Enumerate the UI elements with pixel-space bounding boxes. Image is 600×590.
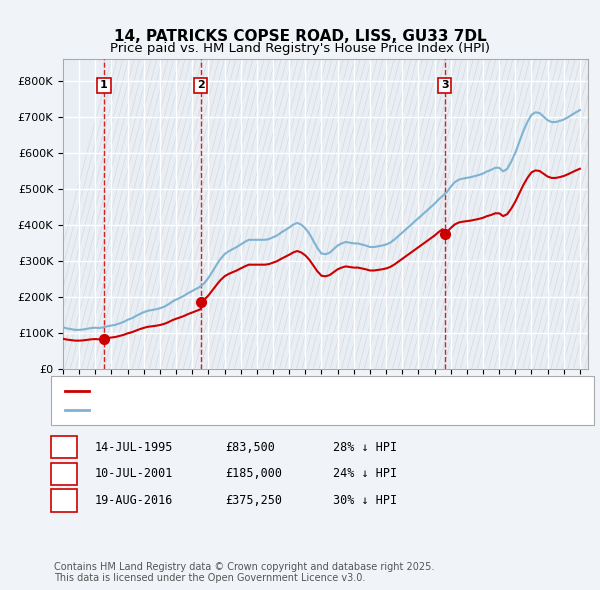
- Text: 1: 1: [100, 80, 108, 90]
- Text: 1: 1: [59, 441, 68, 454]
- Text: 2: 2: [197, 80, 205, 90]
- Text: 3: 3: [441, 80, 449, 90]
- Text: 14, PATRICKS COPSE ROAD, LISS, GU33 7DL: 14, PATRICKS COPSE ROAD, LISS, GU33 7DL: [113, 29, 487, 44]
- Text: 2: 2: [59, 467, 68, 480]
- Text: 24% ↓ HPI: 24% ↓ HPI: [333, 467, 397, 480]
- Text: 14, PATRICKS COPSE ROAD, LISS, GU33 7DL (detached house): 14, PATRICKS COPSE ROAD, LISS, GU33 7DL …: [95, 386, 441, 396]
- Text: £83,500: £83,500: [225, 441, 275, 454]
- Text: HPI: Average price, detached house, East Hampshire: HPI: Average price, detached house, East…: [95, 405, 389, 415]
- Text: 28% ↓ HPI: 28% ↓ HPI: [333, 441, 397, 454]
- Text: 30% ↓ HPI: 30% ↓ HPI: [333, 494, 397, 507]
- Text: 14-JUL-1995: 14-JUL-1995: [95, 441, 173, 454]
- Text: Price paid vs. HM Land Registry's House Price Index (HPI): Price paid vs. HM Land Registry's House …: [110, 42, 490, 55]
- Text: Contains HM Land Registry data © Crown copyright and database right 2025.
This d: Contains HM Land Registry data © Crown c…: [54, 562, 434, 584]
- Text: 19-AUG-2016: 19-AUG-2016: [95, 494, 173, 507]
- Text: £375,250: £375,250: [225, 494, 282, 507]
- Text: 3: 3: [59, 494, 68, 507]
- Text: 10-JUL-2001: 10-JUL-2001: [95, 467, 173, 480]
- Text: £185,000: £185,000: [225, 467, 282, 480]
